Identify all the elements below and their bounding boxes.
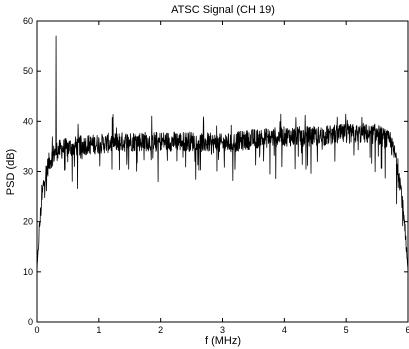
y-tick-label: 10 [23,267,33,277]
x-tick-label: 3 [220,325,225,335]
x-axis-ticks: 0 1 2 3 4 5 6 [34,21,409,335]
y-tick-label: 30 [23,167,33,177]
psd-series-line [36,35,409,274]
y-axis-ticks: 0 10 20 30 40 50 60 [23,16,408,327]
y-tick-label: 50 [23,66,33,76]
x-tick-label: 6 [405,325,409,335]
y-tick-label: 60 [23,16,33,26]
y-tick-label: 0 [28,317,33,327]
x-tick-label: 2 [158,325,163,335]
x-tick-label: 0 [34,325,39,335]
x-tick-label: 5 [344,325,349,335]
x-axis-label: f (MHz) [205,335,241,347]
x-tick-label: 4 [282,325,287,335]
chart-title: ATSC Signal (CH 19) [171,4,275,16]
y-tick-label: 20 [23,217,33,227]
y-tick-label: 40 [23,116,33,126]
y-axis-label: PSD (dB) [5,149,17,195]
plot-area [36,20,409,323]
x-tick-label: 1 [96,325,101,335]
